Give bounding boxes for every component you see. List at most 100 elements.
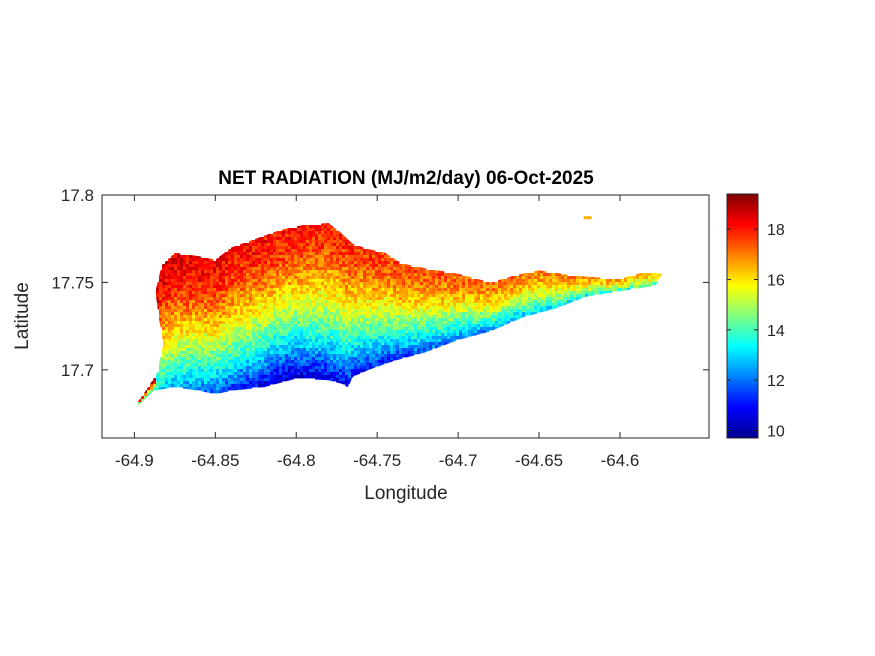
map-cell bbox=[261, 360, 265, 364]
map-cell bbox=[249, 333, 253, 337]
map-cell bbox=[306, 246, 310, 250]
map-cell bbox=[231, 246, 235, 250]
map-cell bbox=[195, 342, 199, 346]
map-cell bbox=[585, 288, 589, 292]
map-cell bbox=[525, 276, 529, 280]
map-cell bbox=[399, 288, 403, 292]
map-cell bbox=[333, 375, 337, 379]
map-cell bbox=[264, 252, 268, 256]
map-cell bbox=[312, 294, 316, 298]
map-cell bbox=[570, 288, 574, 292]
map-cell bbox=[384, 273, 388, 277]
map-cell bbox=[183, 270, 187, 274]
map-cell bbox=[423, 315, 427, 319]
map-cell bbox=[213, 312, 217, 316]
map-cell bbox=[306, 240, 310, 244]
map-cell bbox=[273, 240, 277, 244]
map-cell bbox=[414, 291, 418, 295]
map-cell bbox=[333, 309, 337, 313]
map-cell bbox=[408, 303, 412, 307]
map-cell bbox=[405, 330, 409, 334]
map-cell bbox=[579, 285, 583, 289]
map-cell bbox=[360, 327, 364, 331]
map-cell bbox=[168, 378, 172, 382]
map-cell bbox=[222, 261, 226, 265]
map-cell bbox=[270, 342, 274, 346]
map-cell bbox=[249, 288, 253, 292]
map-cell bbox=[270, 306, 274, 310]
map-cell bbox=[507, 303, 511, 307]
map-cell bbox=[387, 354, 391, 358]
map-cell bbox=[297, 267, 301, 271]
map-cell bbox=[240, 273, 244, 277]
map-cell bbox=[309, 294, 313, 298]
map-cell bbox=[519, 297, 523, 301]
map-cell bbox=[261, 327, 265, 331]
map-cell bbox=[468, 327, 472, 331]
map-cell bbox=[366, 363, 370, 367]
map-cell bbox=[345, 291, 349, 295]
map-cell bbox=[399, 282, 403, 286]
map-cell bbox=[291, 252, 295, 256]
map-cell bbox=[168, 276, 172, 280]
map-cell bbox=[336, 309, 340, 313]
map-cell bbox=[339, 336, 343, 340]
map-cell bbox=[381, 276, 385, 280]
map-cell bbox=[483, 282, 487, 286]
map-cell bbox=[426, 297, 430, 301]
map-cell bbox=[336, 375, 340, 379]
map-cell bbox=[474, 312, 478, 316]
map-cell bbox=[585, 285, 589, 289]
map-cell bbox=[219, 354, 223, 358]
map-cell bbox=[405, 339, 409, 343]
map-cell bbox=[468, 291, 472, 295]
map-cell bbox=[441, 288, 445, 292]
map-cell bbox=[204, 285, 208, 289]
map-cell bbox=[321, 315, 325, 319]
map-cell bbox=[432, 285, 436, 289]
map-cell bbox=[351, 294, 355, 298]
map-cell bbox=[258, 381, 262, 385]
map-cell bbox=[186, 345, 190, 349]
map-cell bbox=[474, 297, 478, 301]
map-cell bbox=[171, 384, 175, 388]
map-cell bbox=[330, 270, 334, 274]
map-cell bbox=[279, 273, 283, 277]
map-cell bbox=[555, 276, 559, 280]
map-cell bbox=[243, 330, 247, 334]
map-cell bbox=[381, 360, 385, 364]
map-cell bbox=[300, 261, 304, 265]
map-cell bbox=[312, 336, 316, 340]
map-cell bbox=[399, 339, 403, 343]
map-cell bbox=[555, 291, 559, 295]
map-cell bbox=[387, 264, 391, 268]
map-cell bbox=[348, 312, 352, 316]
map-cell bbox=[183, 339, 187, 343]
map-cell bbox=[171, 369, 175, 373]
map-cell bbox=[156, 291, 160, 295]
map-cell bbox=[372, 255, 376, 259]
map-cell bbox=[252, 282, 256, 286]
map-cell bbox=[282, 360, 286, 364]
map-cell bbox=[264, 315, 268, 319]
map-cell bbox=[279, 297, 283, 301]
map-cell bbox=[405, 354, 409, 358]
map-cell bbox=[186, 285, 190, 289]
map-cell bbox=[558, 273, 562, 277]
map-cell bbox=[327, 303, 331, 307]
map-cell bbox=[327, 243, 331, 247]
map-cell bbox=[234, 375, 238, 379]
map-cell bbox=[267, 315, 271, 319]
map-cell bbox=[321, 249, 325, 253]
map-cell bbox=[168, 312, 172, 316]
map-cell bbox=[399, 324, 403, 328]
map-cell bbox=[582, 294, 586, 298]
map-cell bbox=[564, 297, 568, 301]
map-cell bbox=[411, 300, 415, 304]
map-cell bbox=[507, 318, 511, 322]
map-cell bbox=[486, 315, 490, 319]
map-cell bbox=[462, 324, 466, 328]
map-cell bbox=[369, 318, 373, 322]
map-cell bbox=[306, 315, 310, 319]
map-cell bbox=[576, 285, 580, 289]
